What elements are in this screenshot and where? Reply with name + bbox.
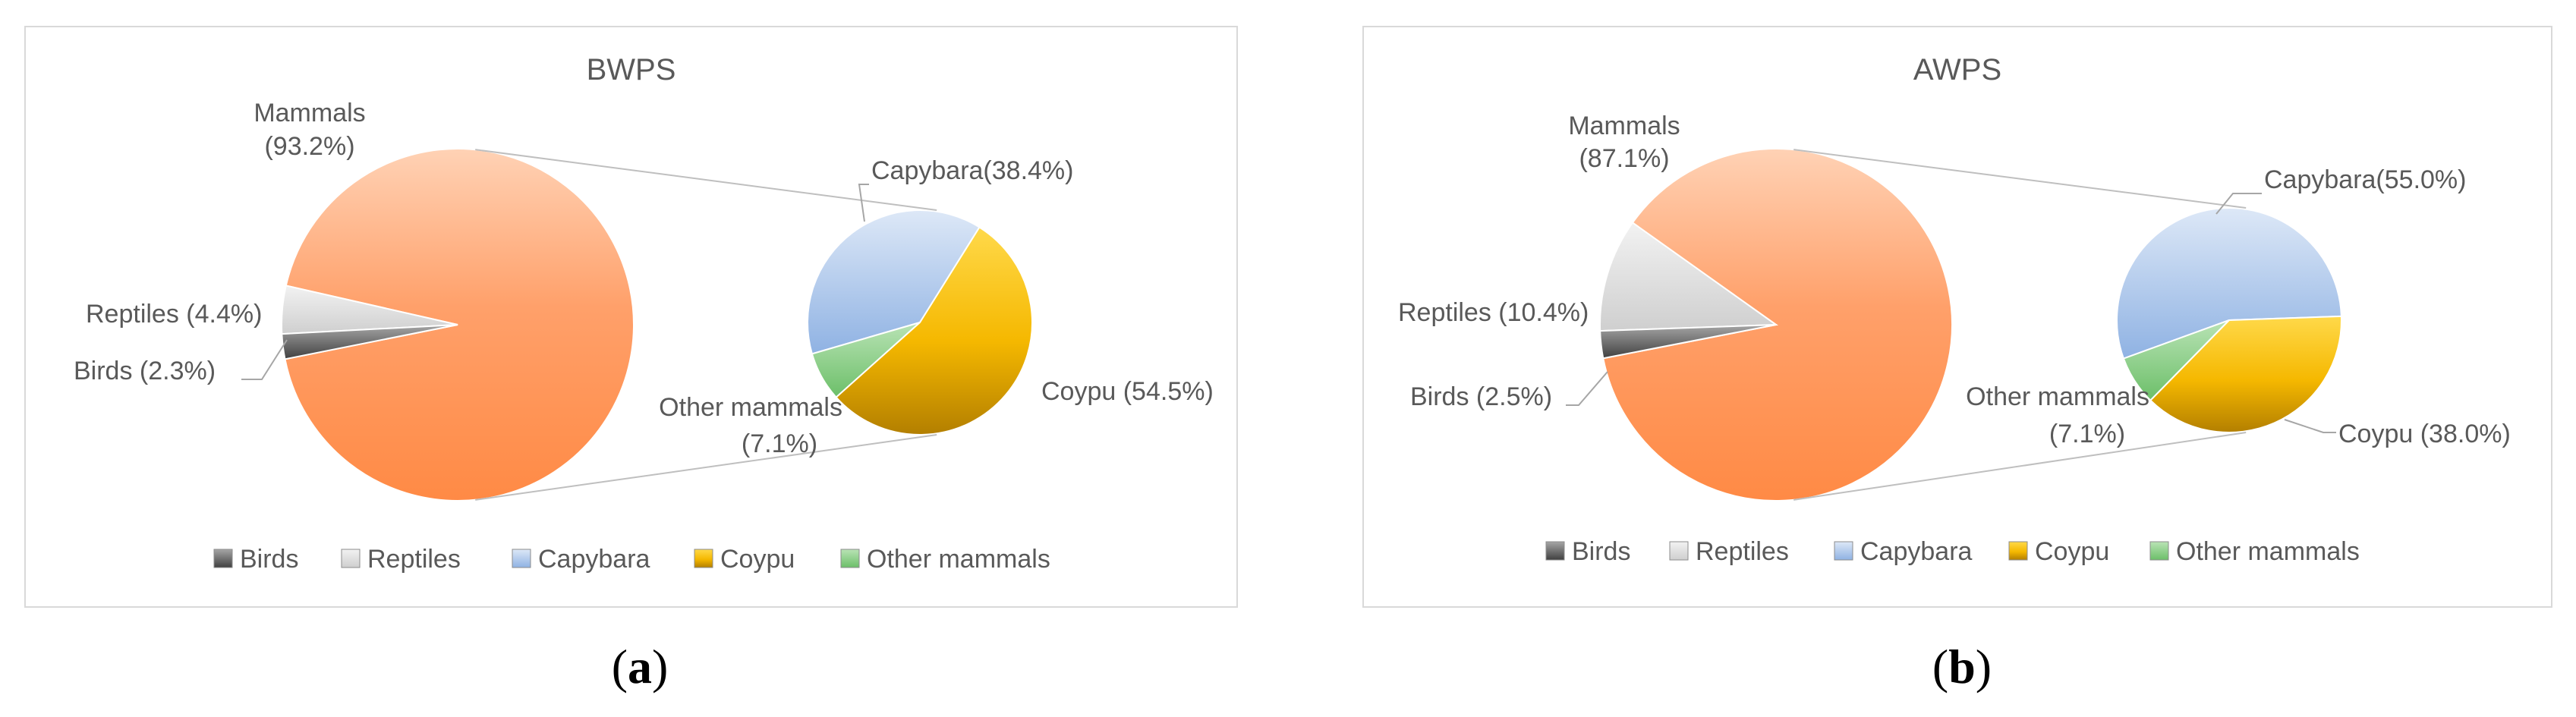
label-other-mammals-percent: (7.1%): [742, 429, 817, 458]
label-coypu: Coypu (54.5%): [1041, 377, 1214, 406]
chart-title: AWPS: [1913, 53, 2001, 86]
legend-item-reptiles: Reptiles: [341, 545, 461, 574]
label-capybara: Capybara(38.4%): [871, 156, 1073, 185]
connector-bottom: [1793, 432, 2247, 501]
legend-label: Coypu: [720, 545, 795, 574]
pie-slice-coypu: [2149, 315, 2342, 433]
chart-frame: [1362, 26, 2552, 608]
legend-swatch: [1669, 541, 1689, 561]
chart-a: BWPS Mammals (93.2%) Reptiles (4.4%) Birds (…: [24, 26, 1238, 608]
pie-slice-capybara: [2116, 207, 2342, 360]
legend-label: Coypu: [2035, 537, 2109, 566]
legend-swatch: [694, 549, 713, 568]
pie-slice-mammals: [284, 148, 635, 502]
pie-slice-birds: [1599, 324, 1777, 360]
legend-item-reptiles: Reptiles: [1669, 537, 1789, 566]
legend-label: Birds: [240, 545, 298, 574]
main-pie: [281, 148, 635, 502]
label-reptiles: Reptiles (4.4%): [86, 300, 262, 329]
main-pie: [1599, 148, 1953, 502]
pie-slice-mammals: [1602, 148, 1953, 502]
label-mammals: Mammals: [254, 99, 365, 127]
legend-swatch: [1834, 541, 1853, 561]
legend-item-birds: Birds: [213, 545, 298, 574]
legend-swatch: [840, 549, 860, 568]
legend-swatch: [213, 549, 233, 568]
secondary-pie: [807, 209, 1033, 436]
label-mammals: Mammals: [1568, 112, 1680, 140]
legend: Birds Reptiles Capybara Coypu Other mammals: [213, 545, 1050, 574]
label-capybara: Capybara(55.0%): [2264, 165, 2466, 194]
chart-title: BWPS: [587, 53, 676, 86]
legend-label: Other mammals: [2176, 537, 2360, 566]
legend-label: Reptiles: [1696, 537, 1789, 566]
legend-item-capybara: Capybara: [512, 545, 650, 574]
label-other-mammals: Other mammals: [659, 393, 842, 422]
legend-swatch: [2008, 541, 2028, 561]
label-mammals-percent: (93.2%): [264, 132, 354, 161]
legend-item-other-mammals: Other mammals: [2149, 537, 2360, 566]
legend-swatch: [1545, 541, 1565, 561]
label-reptiles: Reptiles (10.4%): [1398, 298, 1589, 327]
leader-coypu: [2284, 419, 2336, 433]
caption-b: (b): [1932, 640, 1992, 693]
legend-item-coypu: Coypu: [694, 545, 795, 574]
chart-b: AWPS Mammals (87.1%) Reptiles (10.4%) Birds …: [1362, 26, 2552, 608]
connector-top: [1793, 149, 2247, 209]
leader-capybara: [858, 184, 869, 222]
legend-item-birds: Birds: [1545, 537, 1630, 566]
legend-label: Birds: [1572, 537, 1630, 566]
pie-slice-coypu: [835, 226, 1033, 436]
secondary-pie: [2116, 207, 2342, 433]
legend-item-capybara: Capybara: [1834, 537, 1973, 566]
legend-label: Other mammals: [867, 545, 1050, 574]
label-coypu: Coypu (38.0%): [2338, 420, 2511, 448]
legend-swatch: [512, 549, 531, 568]
pie-slice-capybara: [807, 209, 981, 355]
label-birds: Birds (2.3%): [74, 357, 216, 385]
connector-top: [475, 149, 937, 211]
connector-bottom: [475, 434, 937, 501]
label-other-mammals: Other mammals: [1966, 382, 2149, 411]
legend-label: Capybara: [538, 545, 650, 574]
legend-item-coypu: Coypu: [2008, 537, 2109, 566]
pie-slice-reptiles: [1599, 222, 1778, 332]
legend-label: Capybara: [1860, 537, 1973, 566]
legend-item-other-mammals: Other mammals: [840, 545, 1050, 574]
leader-birds: [241, 339, 288, 380]
caption-a: (a): [612, 640, 669, 693]
label-birds: Birds (2.5%): [1410, 382, 1552, 411]
legend-swatch: [341, 549, 361, 568]
label-other-mammals-percent: (7.1%): [2049, 420, 2125, 448]
label-mammals-percent: (87.1%): [1579, 144, 1669, 173]
legend-swatch: [2149, 541, 2169, 561]
legend-label: Reptiles: [367, 545, 461, 574]
leader-birds: [1566, 371, 1608, 406]
legend: Birds Reptiles Capybara Coypu Other mammals: [1545, 537, 2360, 566]
leader-capybara: [2215, 193, 2262, 215]
